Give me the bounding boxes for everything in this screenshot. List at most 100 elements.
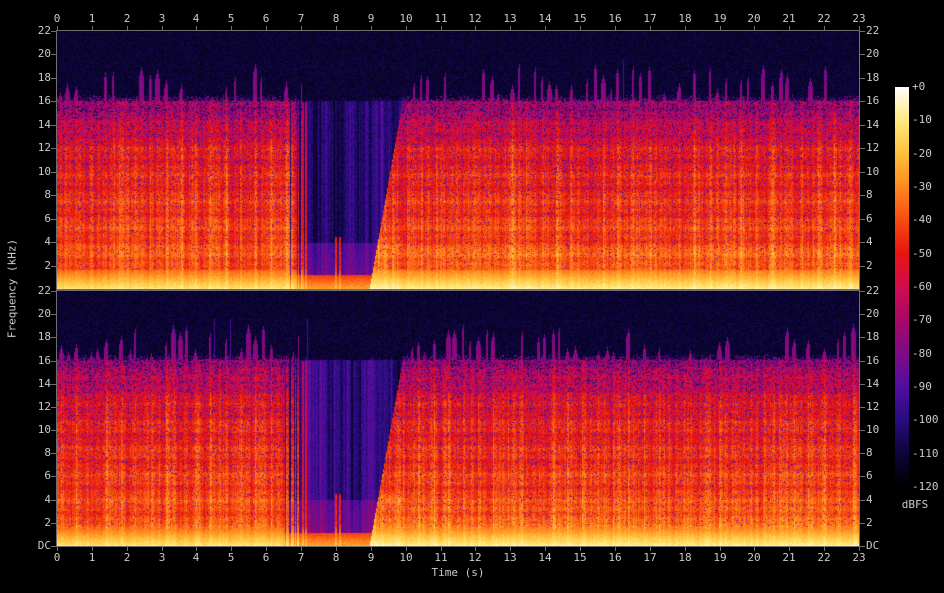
tick-mark	[859, 547, 860, 551]
time-tick-label-top: 17	[643, 12, 657, 25]
time-tick-label-bottom: 12	[468, 551, 482, 564]
tick-mark	[301, 26, 302, 30]
tick-mark	[860, 219, 865, 220]
time-tick-label-top: 14	[538, 12, 552, 25]
freq-tick-label-left: 12	[37, 400, 51, 413]
tick-mark	[860, 54, 865, 55]
freq-tick-label-left: 18	[37, 71, 51, 84]
tick-mark	[860, 361, 865, 362]
time-tick-label-bottom: 9	[367, 551, 375, 564]
time-tick-label-bottom: 20	[747, 551, 761, 564]
colorbar-tick-label: -20	[912, 147, 932, 160]
freq-tick-label-right: 4	[866, 235, 873, 248]
time-tick-label-bottom: 21	[782, 551, 796, 564]
tick-mark	[475, 547, 476, 551]
tick-mark	[545, 26, 546, 30]
colorbar-tick-label: -110	[912, 447, 939, 460]
time-tick-label-bottom: 19	[713, 551, 727, 564]
freq-tick-label-right: 20	[866, 47, 880, 60]
colorbar-tick-label: -50	[912, 247, 932, 260]
time-tick-label-top: 0	[53, 12, 61, 25]
time-tick-label-bottom: 1	[88, 551, 96, 564]
time-tick-label-top: 1	[88, 12, 96, 25]
freq-tick-label-left: 16	[37, 94, 51, 107]
tick-mark	[266, 547, 267, 551]
time-tick-label-bottom: 14	[538, 551, 552, 564]
time-tick-label-top: 6	[262, 12, 270, 25]
time-tick-label-bottom: 16	[608, 551, 622, 564]
tick-mark	[406, 26, 407, 30]
freq-tick-label-left: 8	[44, 188, 51, 201]
freq-tick-label-right: 10	[866, 423, 880, 436]
tick-mark	[824, 26, 825, 30]
tick-mark	[51, 219, 56, 220]
time-axis-label: Time (s)	[431, 566, 485, 579]
time-tick-label-top: 10	[399, 12, 413, 25]
tick-mark	[57, 547, 58, 551]
tick-mark	[860, 384, 865, 385]
tick-mark	[824, 547, 825, 551]
time-tick-label-bottom: 13	[503, 551, 517, 564]
tick-mark	[650, 26, 651, 30]
tick-mark	[51, 101, 56, 102]
tick-mark	[301, 547, 302, 551]
tick-mark	[860, 476, 865, 477]
time-tick-label-bottom: 4	[192, 551, 200, 564]
freq-tick-label-left: 2	[44, 516, 51, 529]
tick-mark	[406, 547, 407, 551]
colorbar-tick-label: -60	[912, 280, 932, 293]
freq-tick-label-left: 22	[37, 284, 51, 297]
time-tick-label-top: 4	[192, 12, 200, 25]
freq-tick-label-right: 12	[866, 400, 880, 413]
tick-mark	[475, 26, 476, 30]
tick-mark	[51, 125, 56, 126]
time-tick-label-top: 16	[608, 12, 622, 25]
tick-mark	[51, 361, 56, 362]
colorbar-tick-label: -30	[912, 180, 932, 193]
freq-tick-label-right: 16	[866, 354, 880, 367]
freq-tick-label-left: 2	[44, 259, 51, 272]
tick-mark	[860, 430, 865, 431]
tick-mark	[580, 26, 581, 30]
tick-mark	[51, 476, 56, 477]
tick-mark	[92, 26, 93, 30]
tick-mark	[860, 291, 865, 292]
tick-mark	[789, 547, 790, 551]
freq-tick-label-right: 14	[866, 118, 880, 131]
tick-mark	[336, 26, 337, 30]
tick-mark	[615, 547, 616, 551]
tick-mark	[51, 54, 56, 55]
tick-mark	[754, 547, 755, 551]
time-tick-label-bottom: 5	[227, 551, 235, 564]
time-tick-label-top: 7	[297, 12, 305, 25]
time-tick-label-top: 3	[158, 12, 166, 25]
time-tick-label-bottom: 22	[817, 551, 831, 564]
colorbar-tick-label: -40	[912, 213, 932, 226]
tick-mark	[441, 26, 442, 30]
tick-mark	[196, 547, 197, 551]
time-tick-label-top: 18	[678, 12, 692, 25]
time-tick-label-top: 9	[367, 12, 375, 25]
tick-mark	[720, 547, 721, 551]
tick-mark	[371, 547, 372, 551]
time-tick-label-top: 12	[468, 12, 482, 25]
freq-tick-label-left: 4	[44, 493, 51, 506]
tick-mark	[51, 195, 56, 196]
freq-tick-label-left: 6	[44, 469, 51, 482]
time-tick-label-bottom: 15	[573, 551, 587, 564]
time-tick-label-bottom: 18	[678, 551, 692, 564]
time-tick-label-top: 23	[852, 12, 866, 25]
tick-mark	[51, 523, 56, 524]
tick-mark	[860, 266, 865, 267]
time-tick-label-bottom: 3	[158, 551, 166, 564]
tick-mark	[196, 26, 197, 30]
tick-mark	[162, 547, 163, 551]
time-tick-label-bottom: 8	[332, 551, 340, 564]
tick-mark	[266, 26, 267, 30]
tick-mark	[51, 407, 56, 408]
time-tick-label-top: 19	[713, 12, 727, 25]
tick-mark	[441, 547, 442, 551]
freq-tick-label-right: 8	[866, 188, 873, 201]
tick-mark	[860, 500, 865, 501]
